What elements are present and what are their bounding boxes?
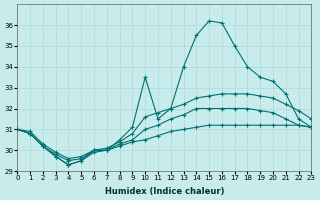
X-axis label: Humidex (Indice chaleur): Humidex (Indice chaleur) (105, 187, 224, 196)
